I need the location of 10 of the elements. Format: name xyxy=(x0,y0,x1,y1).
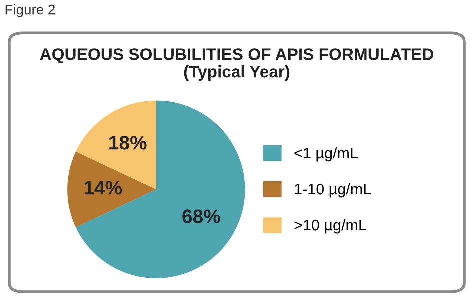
pie-slice xyxy=(76,100,246,278)
chart-title: AQUEOUS SOLUBILITIES OF APIS FORMULATED (Typical Year) xyxy=(40,48,434,82)
data-label: 68% xyxy=(182,210,220,224)
legend-label: >10 µg/mL xyxy=(294,219,366,234)
data-label: 18% xyxy=(110,136,147,150)
caption: Figure 2 xyxy=(6,4,55,18)
legend-label: 1-10 µg/mL xyxy=(295,183,372,198)
data-label: 14% xyxy=(84,181,122,195)
pie-slice xyxy=(68,152,156,228)
legend-label: <1 µg/mL xyxy=(294,147,358,162)
